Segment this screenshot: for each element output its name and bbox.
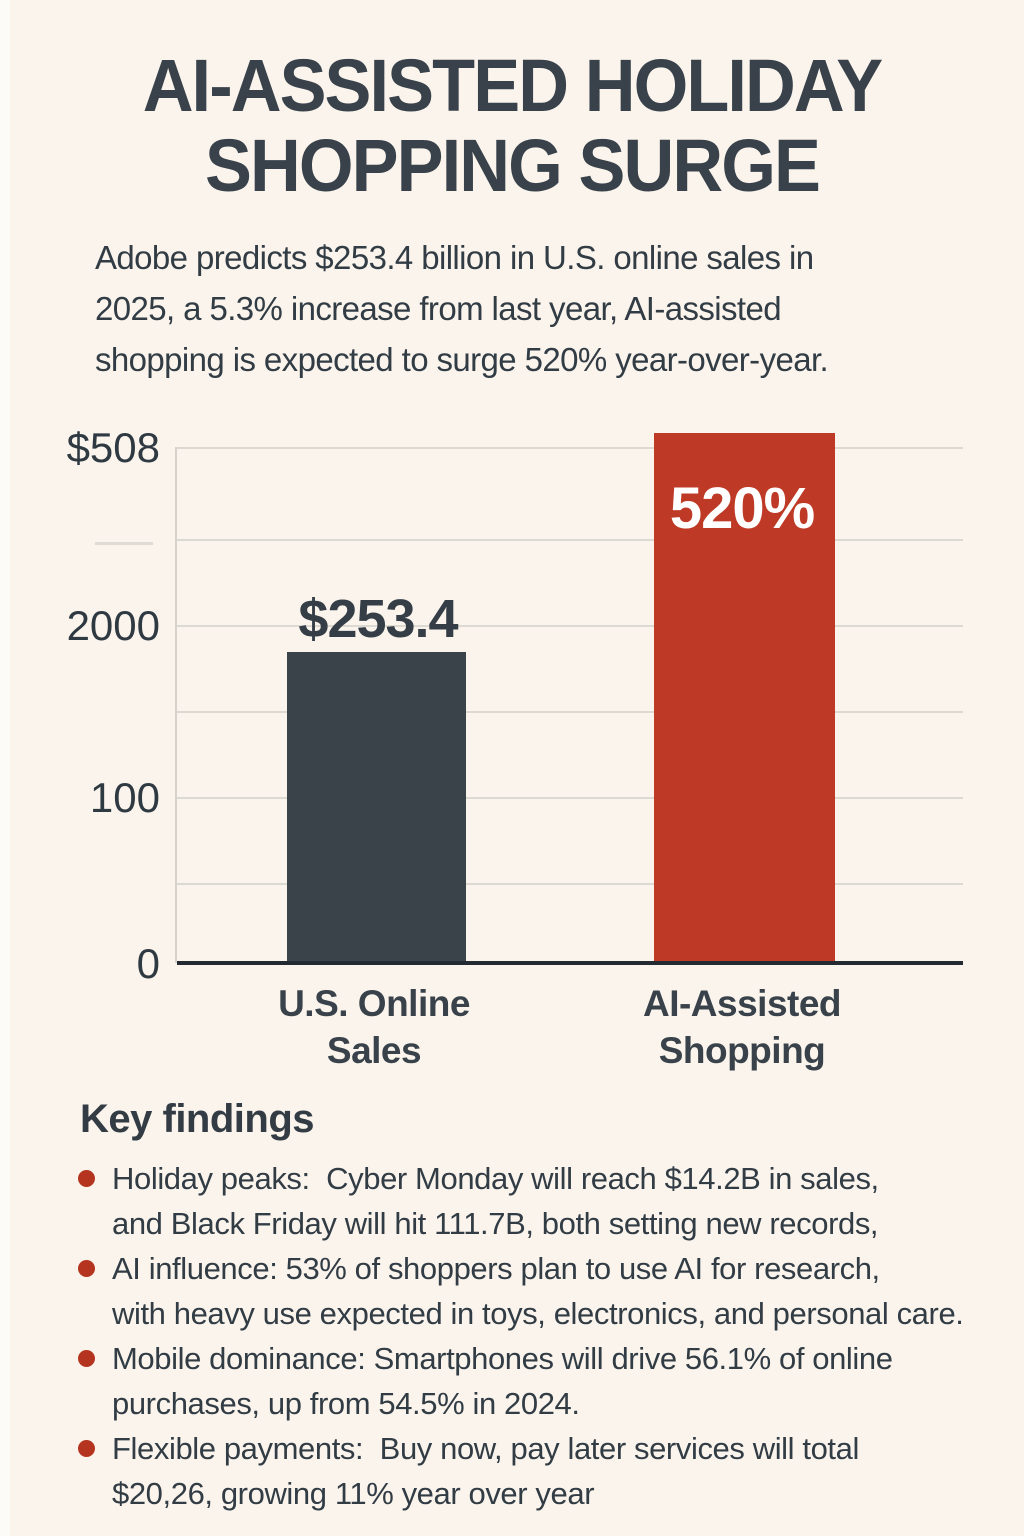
x-axis-label-line: U.S. Online <box>278 983 470 1024</box>
x-axis-label-line: AI-Assisted <box>642 983 842 1024</box>
bar-ai-assisted-shopping <box>654 433 835 963</box>
bar-chart: $508 2000 100 0 $253.4 520% U.S. Online … <box>66 424 963 1074</box>
y-axis-tick-508: $508 <box>66 424 160 471</box>
bullet-text-line: Mobile dominance: Smartphones will drive… <box>112 1341 893 1376</box>
x-axis-label-us-online-sales: U.S. Online Sales <box>224 980 524 1074</box>
list-item-ai-influence: AI influence: 53% of shoppers plan to us… <box>78 1246 1024 1336</box>
bullet-dot-icon <box>78 1260 95 1277</box>
bullet-text-line: with heavy use expected in toys, electro… <box>112 1296 964 1331</box>
list-item-mobile-dominance: Mobile dominance: Smartphones will drive… <box>78 1336 1024 1426</box>
key-findings-heading: Key findings <box>80 1097 315 1141</box>
x-axis-label-ai-assisted-shopping: AI-Assisted Shopping <box>592 980 892 1074</box>
key-findings-section: Key findings Holiday peaks: Cyber Monday… <box>78 1096 1024 1516</box>
bar-value-label-us-online-sales: $253.4 <box>298 589 458 649</box>
title-line-1: AI-ASSISTED HOLIDAY <box>142 44 884 127</box>
list-item-holiday-peaks: Holiday peaks: Cyber Monday will reach $… <box>78 1156 1024 1246</box>
bullet-text-line: $20,26, growing 11% year over year <box>112 1476 595 1511</box>
bar-us-online-sales <box>287 652 466 963</box>
page-title: AI-ASSISTED HOLIDAY SHOPPING SURGE <box>0 46 1024 206</box>
gridline <box>177 797 963 799</box>
title-line-2: SHOPPING SURGE <box>204 124 821 207</box>
x-axis-label-line: Shopping <box>658 1030 826 1071</box>
y-axis-tick-0: 0 <box>136 940 160 987</box>
x-axis-label-line: Sales <box>326 1030 422 1071</box>
subtitle: Adobe predicts $253.4 billion in U.S. on… <box>95 232 955 385</box>
bullet-dot-icon <box>78 1350 95 1367</box>
bullet-text-line: Holiday peaks: Cyber Monday will reach $… <box>112 1161 879 1196</box>
subtitle-line-3: shopping is expected to surge 520% year-… <box>95 341 829 378</box>
bullet-text-line: AI influence: 53% of shoppers plan to us… <box>112 1251 880 1286</box>
faded-tick-mark <box>95 542 153 545</box>
bar-value-label-ai-assisted-shopping: 520% <box>669 476 815 541</box>
gridline <box>177 539 963 541</box>
bullet-dot-icon <box>78 1440 95 1457</box>
bullet-text-line: Flexible payments: Buy now, pay later se… <box>112 1431 859 1466</box>
x-axis-line <box>177 961 963 965</box>
gridline <box>177 883 963 885</box>
gridline <box>177 711 963 713</box>
subtitle-line-2: 2025, a 5.3% increase from last year, AI… <box>95 290 782 327</box>
gridline <box>177 625 963 627</box>
y-axis-tick-2000: 2000 <box>66 602 160 649</box>
bullet-dot-icon <box>78 1170 95 1187</box>
subtitle-line-1: Adobe predicts $253.4 billion in U.S. on… <box>95 239 814 276</box>
plot-area <box>175 433 963 965</box>
list-item-flexible-payments: Flexible payments: Buy now, pay later se… <box>78 1426 1024 1516</box>
bullet-text-line: and Black Friday will hit 111.7B, both s… <box>112 1206 879 1241</box>
bullet-text-line: purchases, up from 54.5% in 2024. <box>112 1386 580 1421</box>
y-axis-tick-100: 100 <box>89 774 160 821</box>
gridline <box>177 447 963 449</box>
